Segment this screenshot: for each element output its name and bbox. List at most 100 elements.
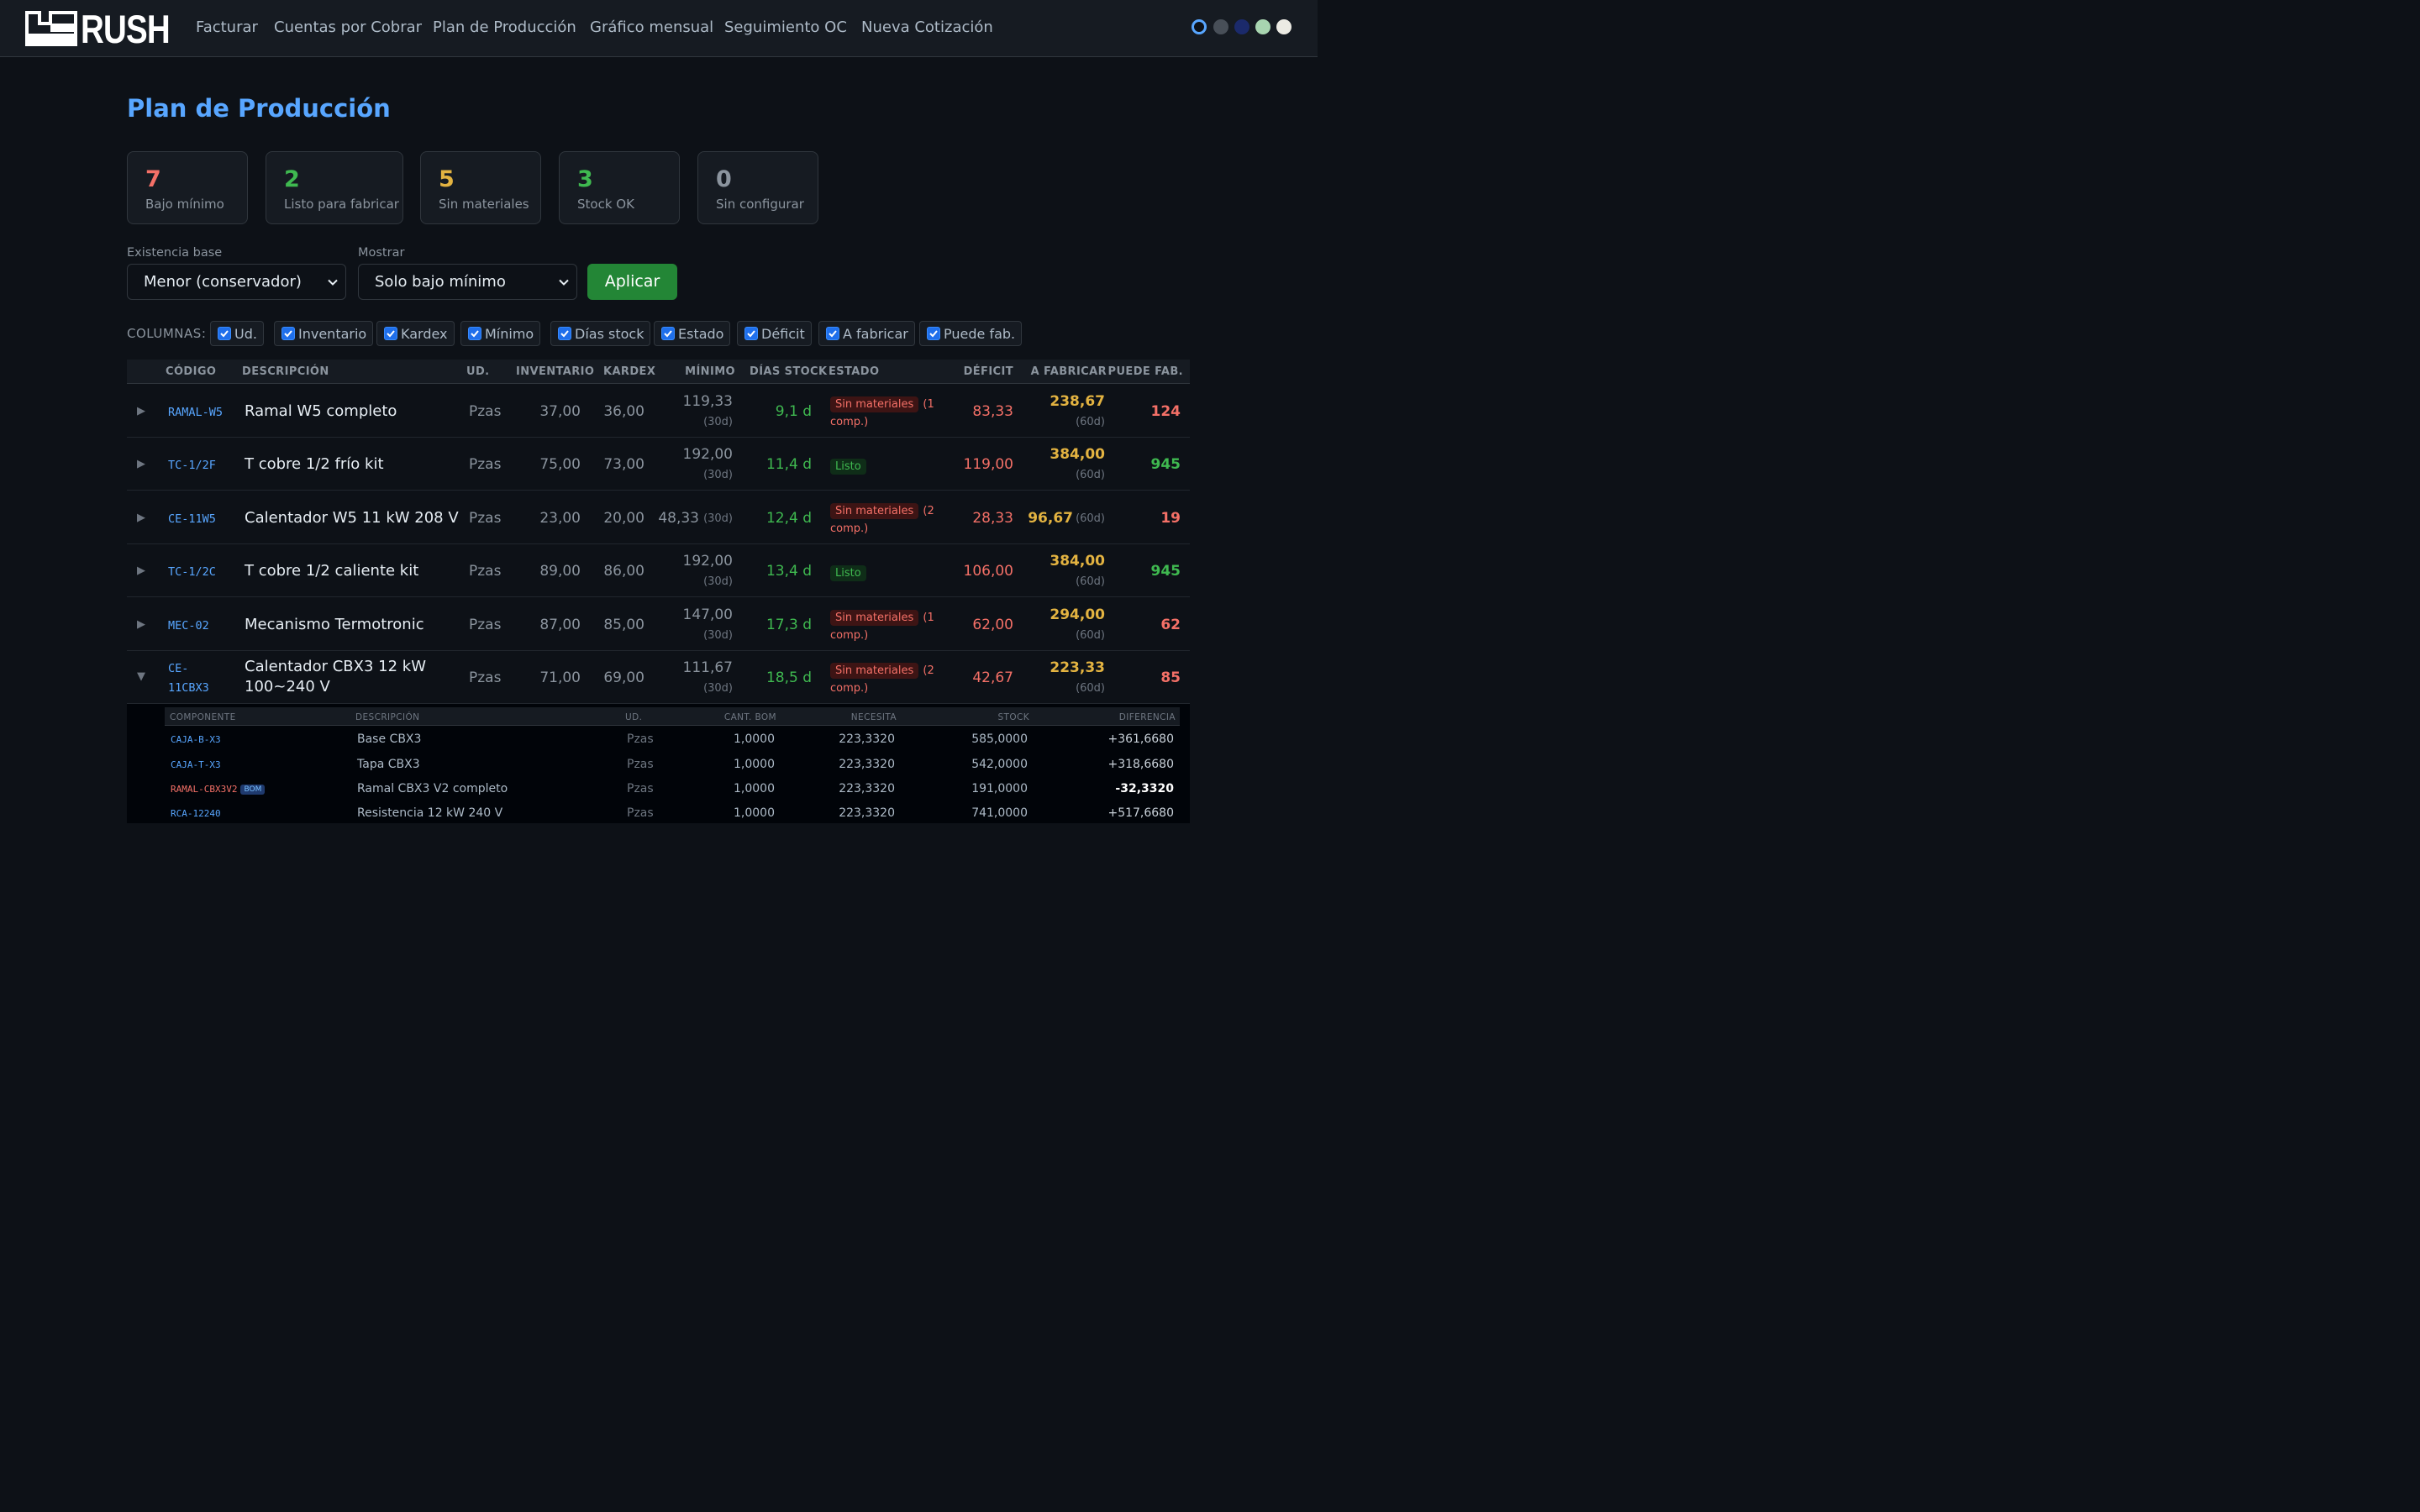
component-code[interactable]: CAJA-T-X3: [171, 759, 221, 770]
estado-comp-count: (2: [923, 505, 934, 517]
component-code[interactable]: RCA-12240: [171, 808, 221, 819]
deficit-value: 42,67: [972, 669, 1013, 686]
col-header-ud[interactable]: UD.: [466, 365, 490, 378]
product-code[interactable]: MEC-02: [168, 619, 209, 633]
component-necesita: 223,3320: [839, 732, 895, 746]
mostrar-select[interactable]: Solo bajo mínimo: [358, 264, 577, 300]
table-row-expanded[interactable]: ▼ CE- 11CBX3 Calentador CBX3 12 kW 100~2…: [127, 650, 1190, 704]
bom-col-stock: STOCK: [997, 712, 1029, 722]
column-toggle-estado[interactable]: Estado: [654, 321, 731, 346]
summary-card-sin-configurar[interactable]: 0 Sin configurar: [697, 151, 818, 224]
column-toggle-ud[interactable]: Ud.: [210, 321, 264, 346]
component-unit: Pzas: [627, 758, 654, 771]
minimo-period: (30d): [703, 469, 733, 481]
product-code[interactable]: RAMAL-W5: [168, 406, 224, 419]
table-row[interactable]: ▶ TC-1/2C T cobre 1/2 caliente kit Pzas …: [127, 543, 1190, 597]
minimo-value: 111,67: [682, 659, 733, 676]
col-header-codigo[interactable]: CÓDIGO: [166, 365, 217, 378]
logo-wordmark: RUSH: [81, 7, 171, 51]
component-code[interactable]: CAJA-B-X3: [171, 734, 221, 745]
theme-dot-navy[interactable]: [1234, 19, 1249, 34]
existencia-label: Existencia base: [127, 246, 223, 260]
summary-card-stock-ok[interactable]: 3 Stock OK: [559, 151, 680, 224]
bom-col-diferencia: DIFERENCIA: [1118, 712, 1176, 722]
existencia-select[interactable]: Menor (conservador): [127, 264, 346, 300]
checkbox-checked-icon: [468, 327, 481, 340]
col-header-puede-fab[interactable]: PUEDE FAB.: [1107, 365, 1183, 378]
component-stock: 191,0000: [971, 782, 1028, 795]
column-toggle-inventario[interactable]: Inventario: [274, 321, 374, 346]
nav-cuentas-por-cobrar[interactable]: Cuentas por Cobrar: [274, 18, 423, 36]
column-toggle-a-fabricar[interactable]: A fabricar: [818, 321, 915, 346]
production-table: CÓDIGO DESCRIPCIÓN UD. INVENTARIO KARDEX…: [127, 360, 1190, 823]
column-toggle-deficit[interactable]: Déficit: [737, 321, 812, 346]
inventario-value: 87,00: [539, 617, 581, 633]
minimo-value: 147,00: [682, 606, 733, 623]
table-row[interactable]: ▶ CE-11W5 Calentador W5 11 kW 208 V Pzas…: [127, 491, 1190, 544]
checkbox-checked-icon: [927, 327, 940, 340]
bom-badge: BOM: [240, 785, 266, 795]
expand-arrow-icon[interactable]: ▶: [137, 618, 145, 631]
component-description: Tapa CBX3: [357, 758, 420, 771]
kardex-value: 85,00: [603, 617, 644, 633]
theme-dot-dark[interactable]: [1192, 19, 1207, 34]
col-header-kardex[interactable]: KARDEX: [603, 365, 656, 378]
product-code[interactable]: TC-1/2C: [168, 565, 216, 579]
theme-dot-light[interactable]: [1276, 19, 1292, 34]
collapse-arrow-icon[interactable]: ▼: [137, 670, 145, 683]
apply-button[interactable]: Aplicar: [587, 264, 677, 300]
column-toggle-minimo[interactable]: Mínimo: [460, 321, 541, 346]
component-description: Ramal CBX3 V2 completo: [357, 782, 508, 795]
bom-col-descripcion: DESCRIPCIÓN: [355, 712, 420, 722]
table-row[interactable]: ▶ TC-1/2F T cobre 1/2 frío kit Pzas 75,0…: [127, 437, 1190, 491]
bom-col-ud: UD.: [625, 712, 643, 722]
expand-arrow-icon[interactable]: ▶: [137, 458, 145, 470]
col-header-dias-stock[interactable]: DÍAS STOCK: [750, 365, 828, 378]
col-header-minimo[interactable]: MÍNIMO: [685, 365, 735, 378]
minimo-value: 192,00: [682, 446, 733, 463]
nav-seguimiento-oc[interactable]: Seguimiento OC: [724, 18, 847, 36]
nav-facturar[interactable]: Facturar: [196, 18, 258, 36]
nav-nueva-cotizacion[interactable]: Nueva Cotización: [861, 18, 993, 36]
theme-dot-gray[interactable]: [1213, 19, 1228, 34]
mostrar-value: Solo bajo mínimo: [375, 273, 506, 291]
component-unit: Pzas: [627, 806, 654, 820]
nav-plan-produccion[interactable]: Plan de Producción: [433, 18, 576, 36]
col-header-inventario[interactable]: INVENTARIO: [516, 365, 595, 378]
summary-card-sin-materiales[interactable]: 5 Sin materiales: [420, 151, 541, 224]
col-header-estado[interactable]: ESTADO: [829, 365, 880, 378]
column-toggle-label: Ud.: [234, 326, 257, 342]
bom-components-table: COMPONENTE DESCRIPCIÓN UD. CANT. BOM NEC…: [127, 704, 1190, 823]
expand-arrow-icon[interactable]: ▶: [137, 405, 145, 417]
col-header-a-fabricar[interactable]: A FABRICAR: [1030, 365, 1107, 378]
status-badge: Sin materiales: [830, 663, 919, 679]
expand-arrow-icon[interactable]: ▶: [137, 564, 145, 577]
estado-comp-suffix: comp.): [830, 629, 869, 642]
unit: Pzas: [469, 403, 502, 420]
kardex-value: 20,00: [603, 510, 644, 527]
summary-card-bajo-minimo[interactable]: 7 Bajo mínimo: [127, 151, 248, 224]
col-header-deficit[interactable]: DÉFICIT: [963, 365, 1013, 378]
nav-grafico-mensual[interactable]: Gráfico mensual: [590, 18, 714, 36]
dias-stock-value: 17,3 d: [765, 617, 812, 633]
estado-cell: Sin materiales (2: [830, 661, 934, 679]
expand-arrow-icon[interactable]: ▶: [137, 512, 145, 524]
column-toggle-kardex[interactable]: Kardex: [376, 321, 455, 346]
a-fabricar-value: 294,00: [1050, 606, 1105, 623]
rush-logo[interactable]: RUSH: [25, 7, 171, 51]
product-code-cont[interactable]: 11CBX3: [168, 681, 209, 695]
deficit-value: 106,00: [963, 563, 1013, 580]
col-header-descripcion[interactable]: DESCRIPCIÓN: [242, 365, 329, 378]
theme-dot-mint[interactable]: [1255, 19, 1270, 34]
table-row[interactable]: ▶ MEC-02 Mecanismo Termotronic Pzas 87,0…: [127, 597, 1190, 651]
component-code[interactable]: RAMAL-CBX3V2 BOM: [171, 784, 266, 795]
product-code[interactable]: TC-1/2F: [168, 459, 216, 472]
column-toggle-dias-stock[interactable]: Días stock: [550, 321, 651, 346]
product-code[interactable]: CE-: [168, 662, 189, 675]
product-code[interactable]: CE-11W5: [168, 512, 216, 526]
a-fabricar-value: 238,67: [1050, 393, 1105, 410]
column-toggle-puede-fab[interactable]: Puede fab.: [919, 321, 1023, 346]
deficit-value: 62,00: [972, 617, 1013, 633]
table-row[interactable]: ▶ RAMAL-W5 Ramal W5 completo Pzas 37,00 …: [127, 384, 1190, 438]
summary-card-listo[interactable]: 2 Listo para fabricar: [266, 151, 403, 224]
